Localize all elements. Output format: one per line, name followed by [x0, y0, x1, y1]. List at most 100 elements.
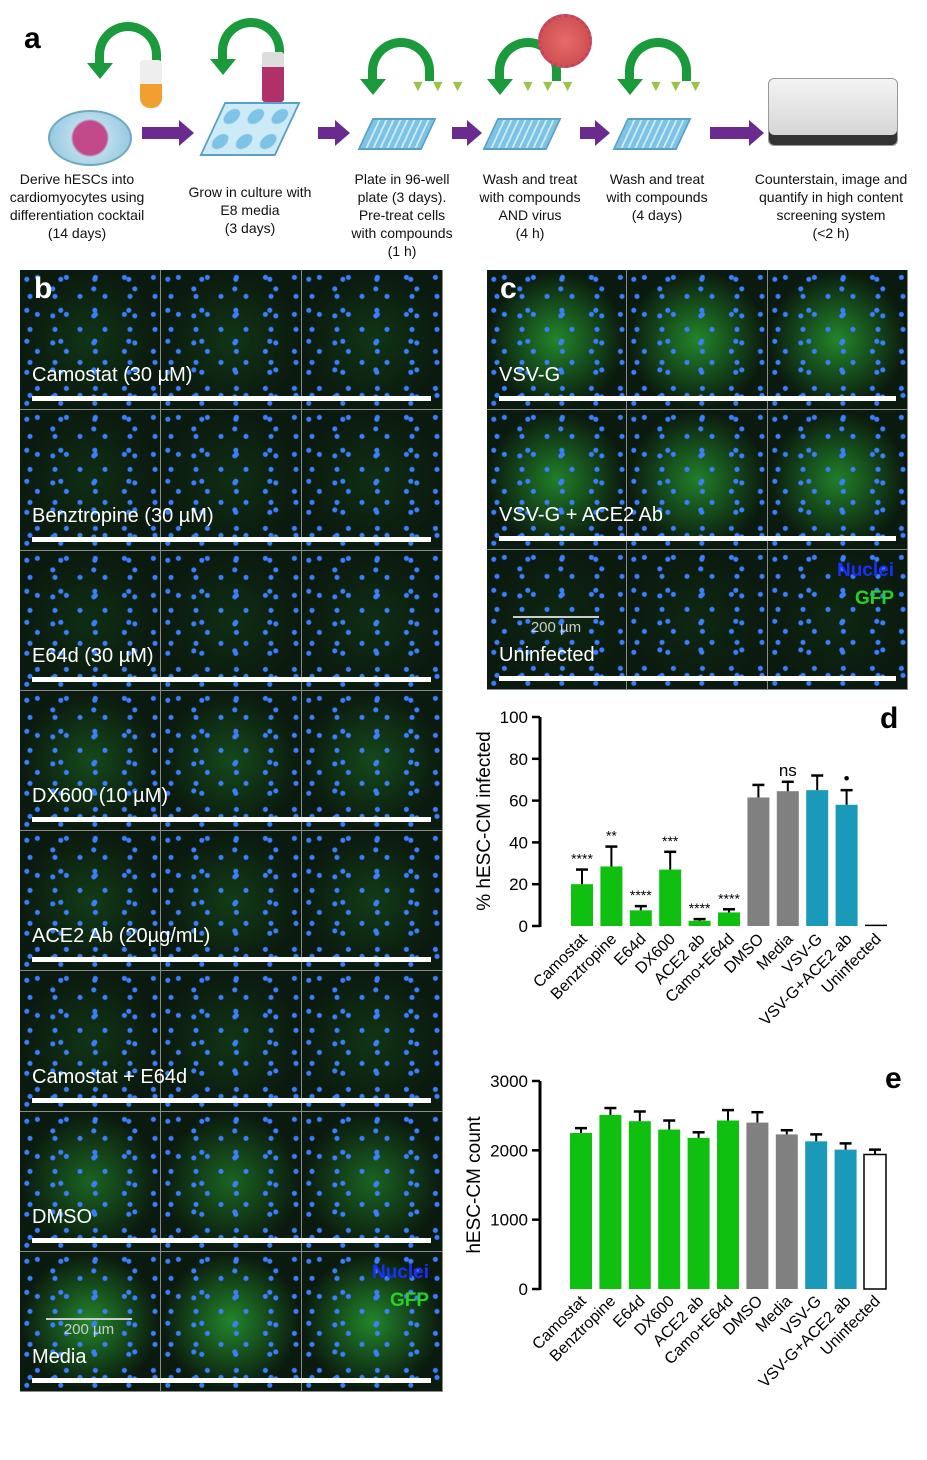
microscopy-tile [302, 831, 443, 972]
microscopy-tile [20, 1251, 161, 1392]
microscopy-tile [161, 690, 302, 831]
step-line: Grow in culture with [188, 184, 312, 200]
panel-label-e: e [885, 1062, 902, 1095]
step-line: Plate in 96-well [354, 171, 450, 187]
bar [805, 1141, 828, 1289]
bar [570, 1133, 592, 1289]
condition-label: VSV-G + ACE2 Ab [499, 504, 663, 526]
step-line: with compounds [479, 189, 581, 205]
y-tick-label: 2000 [490, 1141, 528, 1160]
divider-bar [499, 536, 896, 541]
bar [659, 869, 682, 926]
step-line: quantify in high content [758, 189, 903, 205]
y-tick-label: 20 [509, 875, 528, 894]
y-tick-label: 100 [500, 708, 528, 727]
virus-icon [538, 14, 592, 68]
microscopy-tile [20, 690, 161, 831]
step-description: Derive hESCs into cardiomyocytes using dif… [10, 170, 145, 242]
microscopy-tile [20, 550, 161, 691]
microscopy-tile [627, 270, 768, 410]
bar [687, 1137, 710, 1289]
bar [776, 791, 799, 926]
condition-label: Benztropine (30 µM) [32, 504, 214, 527]
microscopy-panel-c: VSV-G VSV-G + ACE2 Ab Uninfected Nuclei GFP 2… [487, 270, 908, 690]
microscopy-tile [161, 550, 302, 691]
step-line: Derive hESCs into [19, 171, 135, 187]
microscopy-tile [302, 690, 443, 831]
step-description: Wash and treat with compounds (4 days) [606, 170, 707, 224]
microscopy-tile [161, 270, 302, 411]
step-line: Wash and treat [609, 171, 705, 187]
curved-arrow-icon [360, 38, 434, 95]
flask-icon [140, 60, 162, 108]
microscopy-tile [161, 1251, 302, 1392]
tubes-icon: ▼▼▼ [520, 78, 580, 95]
microscopy-tile [767, 410, 908, 550]
y-axis-label: % hESC-CM infected [474, 731, 495, 911]
bar [835, 804, 858, 926]
y-tick-label: 60 [509, 792, 528, 811]
divider-bar [32, 1097, 431, 1103]
legend-gfp: GFP [389, 1289, 429, 1311]
bar [863, 1153, 887, 1290]
microscopy-tile [767, 270, 908, 410]
y-tick-label: 0 [519, 1280, 528, 1299]
panel-label-d: d [880, 702, 899, 735]
petri-dish-icon [48, 110, 132, 166]
divider-bar [32, 1237, 431, 1243]
process-arrow-icon [580, 120, 610, 146]
bar [746, 1122, 769, 1289]
bar [600, 866, 623, 926]
step-line: plate (3 days). [357, 189, 447, 205]
bar [688, 920, 711, 926]
step-description: Plate in 96-well plate (3 days). Pre-treat… [351, 170, 452, 260]
microscopy-tile [20, 410, 161, 551]
step-line: with compounds [351, 225, 453, 241]
microscopy-tile [161, 831, 302, 972]
significance-label: ns [779, 761, 797, 780]
divider-bar [32, 957, 431, 963]
microscopy-tile [487, 410, 628, 550]
screening-instrument-icon [768, 78, 898, 146]
condition-label: Camostat + E64d [32, 1065, 188, 1088]
bar [747, 797, 770, 926]
scale-bar-label: 200 µm [530, 619, 582, 636]
step-line: cardiomyocytes using [9, 189, 145, 205]
step-line: Pre-treat cells [358, 207, 446, 223]
significance-label: **** [571, 851, 593, 867]
microscopy-tile [627, 550, 768, 690]
process-arrow-icon [318, 120, 350, 146]
scale-bar: 200 µm [46, 1317, 132, 1338]
panel-label-a: a [24, 22, 41, 55]
scale-bar: 200 µm [513, 616, 599, 636]
microscopy-tile [161, 410, 302, 551]
step-description: Counterstain, image and quantify in high … [755, 170, 908, 242]
y-tick-label: 0 [519, 917, 528, 936]
step-line: Counterstain, image and [754, 171, 908, 187]
step-line: E8 media [220, 202, 280, 218]
bar [599, 1114, 622, 1289]
condition-label: DMSO [32, 1205, 92, 1228]
microscopy-tile [20, 270, 161, 411]
process-arrow-icon [142, 120, 194, 146]
significance-label: **** [718, 890, 740, 906]
condition-label: Media [32, 1346, 87, 1368]
condition-label: DX600 (10 µM) [32, 785, 169, 807]
scale-bar-label: 200 µm [63, 1320, 115, 1338]
microscopy-tile [20, 831, 161, 972]
divider-bar [32, 1378, 431, 1383]
step-line: differentiation cocktail [9, 207, 145, 223]
microscopy-tile [627, 410, 768, 550]
condition-label: Uninfected [499, 644, 595, 666]
microscopy-tile [767, 550, 908, 690]
curved-arrow-icon [210, 18, 284, 75]
bar [806, 790, 829, 926]
significance-label: **** [630, 887, 652, 903]
significance-label: **** [689, 900, 711, 916]
condition-label: ACE2 Ab (20µg/mL) [32, 925, 211, 948]
significance-label: • [844, 769, 850, 788]
y-tick-label: 3000 [490, 1072, 528, 1091]
bar [628, 1121, 651, 1289]
